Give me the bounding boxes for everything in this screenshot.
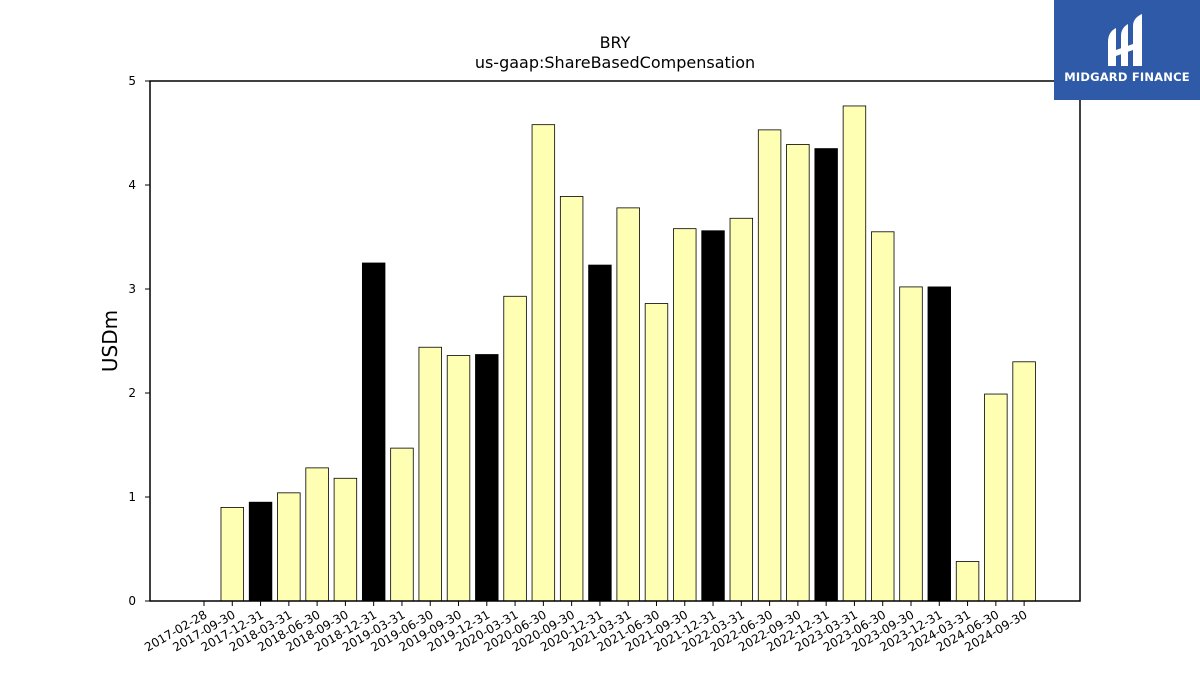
- y-tick-label: 5: [128, 74, 136, 88]
- bar-2022-12-31: [814, 148, 838, 602]
- bar-2022-03-31: [729, 217, 754, 602]
- bar-2017-09-30: [220, 506, 244, 602]
- bar-series: [220, 105, 1036, 602]
- bar-2020-06-30: [531, 124, 556, 602]
- bar-2018-09-30: [333, 477, 358, 602]
- bar-2021-06-30: [644, 303, 669, 602]
- bar-2024-09-30: [1012, 361, 1036, 602]
- bar-2020-09-30: [559, 196, 584, 602]
- logo-mark-icon: [1108, 14, 1142, 66]
- y-axis-ticks: 0 1 2 3 4 5: [128, 74, 150, 608]
- logo-text: MIDGARD FINANCE: [1064, 70, 1190, 84]
- bar-2019-12-31: [475, 354, 499, 602]
- bar-2018-03-31: [277, 492, 301, 602]
- y-tick-label: 0: [128, 594, 136, 608]
- bar-2017-12-31: [248, 501, 273, 602]
- bar-2022-06-30: [757, 129, 782, 602]
- bar-2018-12-31: [361, 262, 386, 602]
- chart-title: BRY: [600, 33, 631, 52]
- bar-2019-09-30: [446, 355, 471, 602]
- bar-2022-09-30: [786, 144, 810, 602]
- bar-2023-06-30: [871, 231, 895, 602]
- bar-2023-09-30: [899, 286, 923, 602]
- chart-subtitle: us-gaap:ShareBasedCompensation: [475, 53, 755, 72]
- bar-2020-12-31: [588, 264, 612, 602]
- midgard-finance-logo: MIDGARD FINANCE: [1054, 0, 1200, 100]
- x-axis-ticks: 2017-02-282017-09-302017-12-312018-03-31…: [142, 601, 1030, 654]
- bar-2023-12-31: [927, 286, 951, 602]
- bar-2019-06-30: [418, 346, 442, 602]
- plot-frame: [149, 80, 1081, 602]
- y-tick-label: 4: [128, 178, 136, 192]
- y-tick-label: 2: [128, 386, 136, 400]
- bar-2018-06-30: [305, 467, 329, 602]
- bar-2021-03-31: [616, 207, 640, 602]
- bar-2024-06-30: [984, 393, 1008, 602]
- bar-2024-03-31: [955, 561, 980, 602]
- y-tick-label: 3: [128, 282, 136, 296]
- bar-2020-03-31: [503, 295, 527, 602]
- bar-2019-03-31: [390, 447, 414, 602]
- bar-2021-09-30: [673, 228, 697, 602]
- y-axis-label: USDm: [98, 310, 122, 372]
- bar-2023-03-31: [842, 105, 867, 602]
- y-tick-label: 1: [128, 490, 136, 504]
- bar-2021-12-31: [701, 230, 725, 602]
